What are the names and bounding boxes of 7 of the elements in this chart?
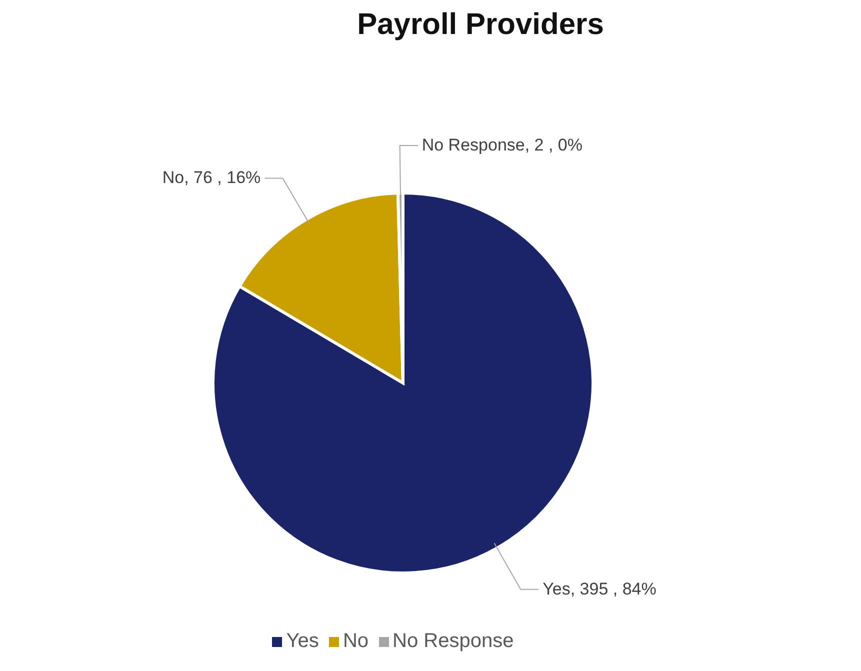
legend-label: Yes (286, 630, 319, 652)
legend-label: No Response (392, 630, 514, 652)
legend-label: No (342, 630, 369, 652)
data-label: Yes, 395 , 84% (542, 579, 656, 598)
data-label: No Response, 2 , 0% (422, 136, 582, 155)
data-label: No, 76 , 16% (162, 168, 261, 188)
chart-title: Payroll Providers (356, 8, 605, 43)
